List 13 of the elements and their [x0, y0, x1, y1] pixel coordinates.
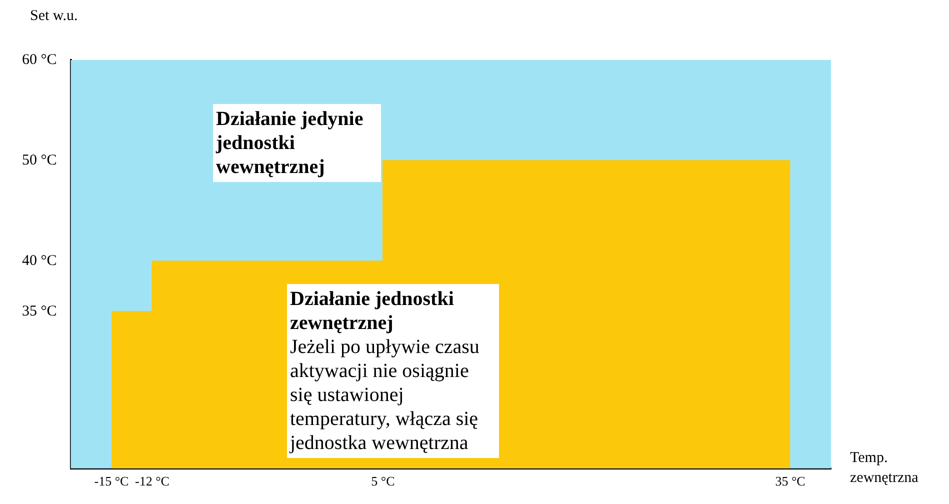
x-tick-label: 5 °C	[371, 474, 395, 489]
y-tick-label: 60 °C	[22, 52, 57, 68]
x-axis-title: Temp. zewnętrzna	[850, 449, 920, 488]
annotation: Jeżeli po upływie czasu aktywacji nie osiągnie się ustawionej temperatury, włącza się jednostka wewnętrzna	[290, 335, 480, 455]
y-tick-label: 40 °C	[22, 253, 57, 270]
y-tick-label: 35 °C	[22, 303, 57, 320]
annotation: Działanie jednostki zewnętrznej	[290, 287, 455, 335]
y-tick-label: 50 °C	[22, 152, 57, 169]
x-tick-label: -12 °C	[134, 474, 170, 489]
annotation: Działanie jedynie jednostki wewnętrznej	[213, 104, 381, 182]
x-tick-label: 35 °C	[775, 474, 806, 489]
x-tick-label: -15 °C	[94, 474, 129, 489]
y-axis-title: Set w.u.	[30, 8, 78, 25]
